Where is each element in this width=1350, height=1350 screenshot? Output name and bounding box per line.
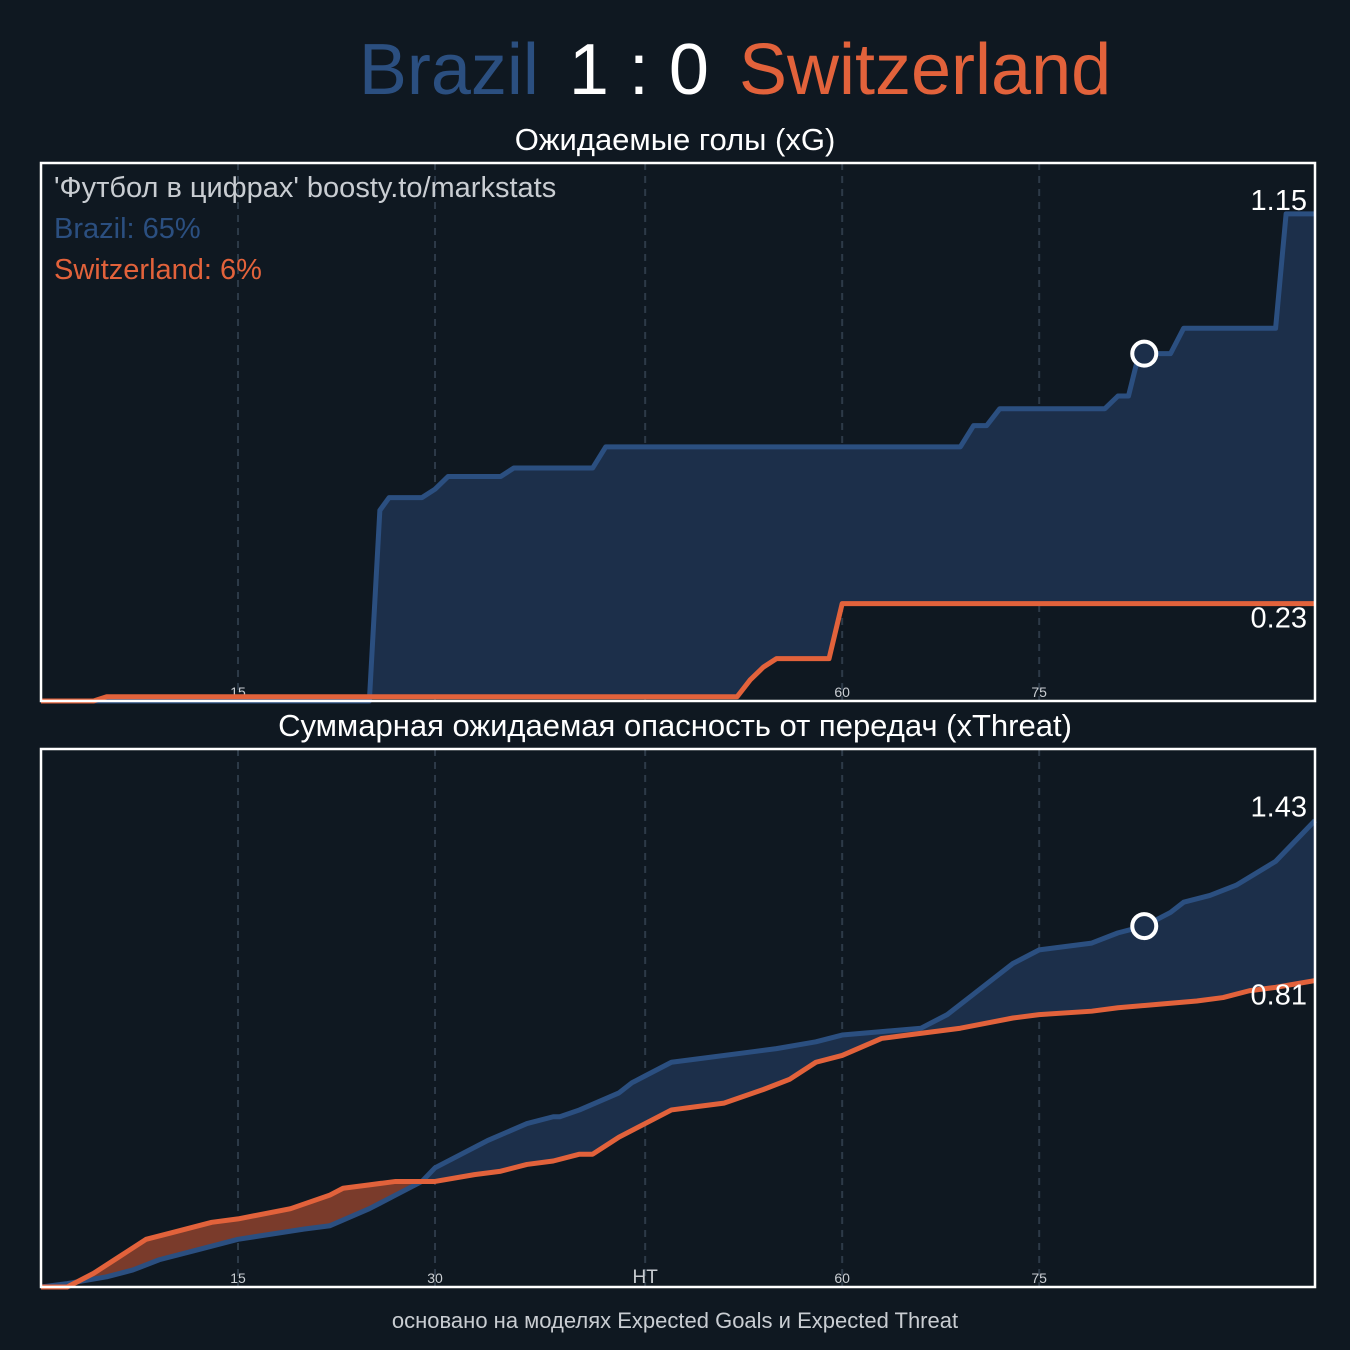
home-end-value: 1.15	[1251, 185, 1307, 217]
xg-chart-title: Ожидаемые голы (xG)	[514, 122, 836, 157]
footer-note: основано на моделях Expected Goals и Exp…	[391, 1308, 959, 1333]
away-series-line	[41, 601, 1315, 704]
away-series-line	[41, 978, 1316, 1290]
x-tick-label: 75	[1031, 1270, 1047, 1286]
x-tick-label: HT	[633, 1267, 659, 1288]
away-team-name: Switzerland	[738, 30, 1112, 110]
goal-marker	[1130, 339, 1159, 368]
home-lead-area	[41, 213, 1315, 701]
home-series-line	[41, 211, 1315, 704]
match-header: Brazil 1 : 0 Switzerland	[0, 30, 1350, 110]
home-team-name: Brazil	[358, 30, 539, 110]
away-lead-area	[41, 820, 1315, 1287]
xthreat-chart: 15 30 HT 60 75 1.43 0.81	[39, 747, 1317, 1290]
x-tick-label: 30	[427, 1270, 443, 1286]
x-tick-label: 60	[834, 684, 850, 700]
credit-text: 'Футбол в цифрах' boosty.to/markstats	[54, 172, 557, 204]
away-end-value: 0.81	[1251, 980, 1307, 1012]
xthreat-chart-title: Суммарная ожидаемая опасность от передач…	[278, 708, 1072, 743]
away-end-value: 0.23	[1251, 603, 1307, 635]
away-win-probability: Switzerland: 6%	[54, 254, 262, 286]
match-score: 1 : 0	[568, 30, 709, 110]
x-tick-label: 15	[230, 1270, 246, 1286]
goal-marker	[1130, 912, 1159, 941]
home-win-probability: Brazil: 65%	[54, 213, 201, 245]
home-end-value: 1.43	[1251, 792, 1307, 824]
plot-frame	[39, 161, 1317, 703]
home-series-line	[40, 818, 1317, 1290]
plot-frame	[39, 747, 1317, 1289]
x-tick-label: 75	[1031, 684, 1047, 700]
x-tick-label: 60	[834, 1270, 850, 1286]
home-lead-area	[41, 820, 1315, 1287]
